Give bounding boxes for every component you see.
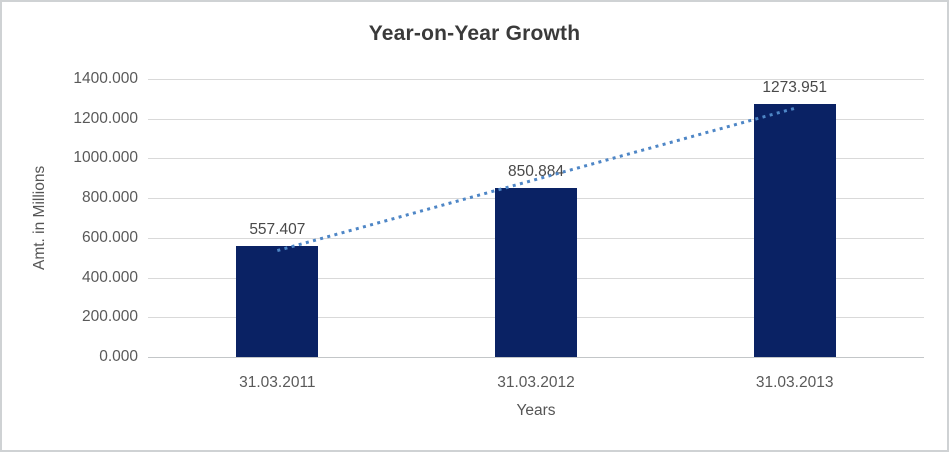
bar-data-label: 850.884 bbox=[507, 163, 565, 181]
y-tick-label: 600.000 bbox=[81, 229, 138, 246]
y-tick-label: 800.000 bbox=[81, 189, 138, 206]
y-tick-label: 1200.000 bbox=[73, 110, 138, 127]
y-tick-label: 200.000 bbox=[81, 308, 138, 325]
x-tick-label: 31.03.2012 bbox=[497, 374, 575, 391]
y-tick-label: 0.000 bbox=[99, 348, 138, 365]
x-tick-label: 31.03.2011 bbox=[239, 374, 316, 391]
x-axis-title: Years bbox=[516, 402, 556, 419]
bar bbox=[753, 104, 836, 357]
chart-title: Year-on-Year Growth bbox=[368, 22, 581, 45]
bar bbox=[495, 188, 577, 357]
bar bbox=[236, 246, 319, 357]
y-tick-label: 400.000 bbox=[81, 269, 138, 286]
y-tick-label: 1400.000 bbox=[73, 70, 138, 87]
x-tick-label: 31.03.2013 bbox=[755, 374, 834, 391]
x-axis-line bbox=[148, 357, 924, 358]
y-gridline bbox=[148, 79, 924, 80]
y-tick-label: 1000.000 bbox=[73, 149, 138, 166]
bar-data-label: 1273.951 bbox=[762, 79, 827, 97]
bar-data-label: 557.407 bbox=[249, 221, 306, 239]
